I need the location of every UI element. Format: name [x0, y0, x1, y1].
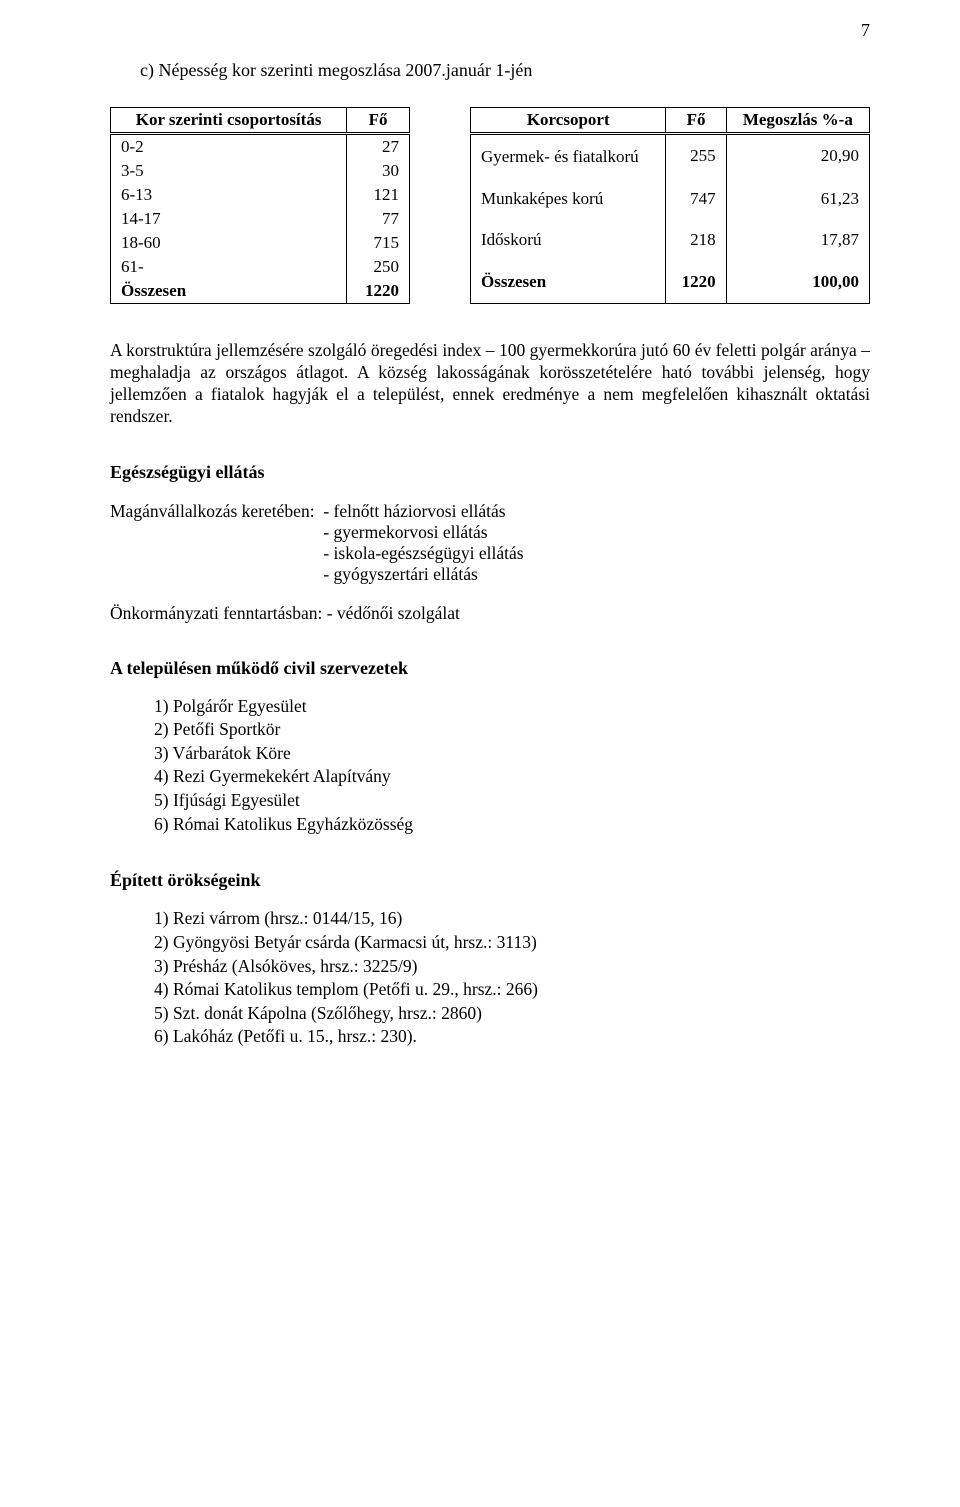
health-private-block: Magánvállalkozás keretében: - felnőtt há… — [110, 501, 870, 585]
table-row: 6-13121 — [111, 183, 410, 207]
section-c-heading: c) Népesség kor szerinti megoszlása 2007… — [140, 60, 870, 81]
list-item: Petőfi Sportkör — [150, 718, 870, 742]
table-row: 14-1777 — [111, 207, 410, 231]
civil-list: Polgárőr Egyesület Petőfi Sportkör Várba… — [110, 695, 870, 837]
cell: 218 — [666, 219, 726, 261]
t2-head-3: Megoszlás %-a — [726, 108, 869, 134]
health-heading: Egészségügyi ellátás — [110, 462, 870, 483]
cell: 747 — [666, 178, 726, 220]
t2-head-2: Fő — [666, 108, 726, 134]
cell: Időskorú — [471, 219, 666, 261]
list-item: - felnőtt háziorvosi ellátás — [323, 501, 523, 522]
list-item: Rezi Gyermekekért Alapítvány — [150, 765, 870, 789]
table-row: Időskorú21817,87 — [471, 219, 870, 261]
cell: 3-5 — [111, 159, 347, 183]
health-private-label: Magánvállalkozás keretében: — [110, 501, 323, 585]
cell: 250 — [347, 255, 410, 279]
heritage-list: Rezi várrom (hrsz.: 0144/15, 16) Gyöngyö… — [110, 907, 870, 1049]
table-row: 3-530 — [111, 159, 410, 183]
table-row: Munkaképes korú74761,23 — [471, 178, 870, 220]
cell: 77 — [347, 207, 410, 231]
list-item: Várbarátok Köre — [150, 742, 870, 766]
cell: 100,00 — [726, 261, 869, 304]
body-paragraph: A korstruktúra jellemzésére szolgáló öre… — [110, 340, 870, 428]
t1-head-2: Fő — [347, 108, 410, 134]
age-category-table: Korcsoport Fő Megoszlás %-a Gyermek- és … — [470, 107, 870, 304]
list-item: Római Katolikus Egyházközösség — [150, 813, 870, 837]
t2-head-1: Korcsoport — [471, 108, 666, 134]
list-item: Szt. donát Kápolna (Szőlőhegy, hrsz.: 28… — [150, 1002, 870, 1026]
cell: Összesen — [111, 279, 347, 304]
cell: 255 — [666, 134, 726, 178]
cell: 61- — [111, 255, 347, 279]
cell: Munkaképes korú — [471, 178, 666, 220]
page-number: 7 — [861, 20, 870, 41]
cell: 715 — [347, 231, 410, 255]
table-row: 0-227 — [111, 134, 410, 160]
list-item: Ifjúsági Egyesület — [150, 789, 870, 813]
cell: 1220 — [666, 261, 726, 304]
age-group-table: Kor szerinti csoportosítás Fő 0-227 3-53… — [110, 107, 410, 304]
health-gov-line: Önkormányzati fenntartásban: - védőnői s… — [110, 603, 870, 624]
health-gov-text: Önkormányzati fenntartásban: - védőnői s… — [110, 603, 460, 624]
heritage-heading: Épített örökségeink — [110, 870, 870, 891]
cell: 17,87 — [726, 219, 869, 261]
list-item: - iskola-egészségügyi ellátás — [323, 543, 523, 564]
table-total-row: Összesen1220100,00 — [471, 261, 870, 304]
cell: Összesen — [471, 261, 666, 304]
cell: Gyermek- és fiatalkorú — [471, 134, 666, 178]
list-item: Rezi várrom (hrsz.: 0144/15, 16) — [150, 907, 870, 931]
cell: 30 — [347, 159, 410, 183]
cell: 6-13 — [111, 183, 347, 207]
tables-container: Kor szerinti csoportosítás Fő 0-227 3-53… — [110, 107, 870, 304]
civil-heading: A településen működő civil szervezetek — [110, 658, 870, 679]
table-total-row: Összesen1220 — [111, 279, 410, 304]
list-item: Polgárőr Egyesület — [150, 695, 870, 719]
list-item: Római Katolikus templom (Petőfi u. 29., … — [150, 978, 870, 1002]
document-page: 7 c) Népesség kor szerinti megoszlása 20… — [0, 0, 960, 1507]
list-item: - gyógyszertári ellátás — [323, 564, 523, 585]
cell: 121 — [347, 183, 410, 207]
cell: 20,90 — [726, 134, 869, 178]
cell: 0-2 — [111, 134, 347, 160]
cell: 14-17 — [111, 207, 347, 231]
t1-head-1: Kor szerinti csoportosítás — [111, 108, 347, 134]
cell: 61,23 — [726, 178, 869, 220]
table-row: 18-60715 — [111, 231, 410, 255]
cell: 1220 — [347, 279, 410, 304]
cell: 18-60 — [111, 231, 347, 255]
list-item: Lakóház (Petőfi u. 15., hrsz.: 230). — [150, 1025, 870, 1049]
table-row: Gyermek- és fiatalkorú25520,90 — [471, 134, 870, 178]
list-item: - gyermekorvosi ellátás — [323, 522, 523, 543]
table-row: 61-250 — [111, 255, 410, 279]
health-private-items: - felnőtt háziorvosi ellátás - gyermekor… — [323, 501, 523, 585]
list-item: Gyöngyösi Betyár csárda (Karmacsi út, hr… — [150, 931, 870, 955]
cell: 27 — [347, 134, 410, 160]
list-item: Présház (Alsóköves, hrsz.: 3225/9) — [150, 955, 870, 979]
